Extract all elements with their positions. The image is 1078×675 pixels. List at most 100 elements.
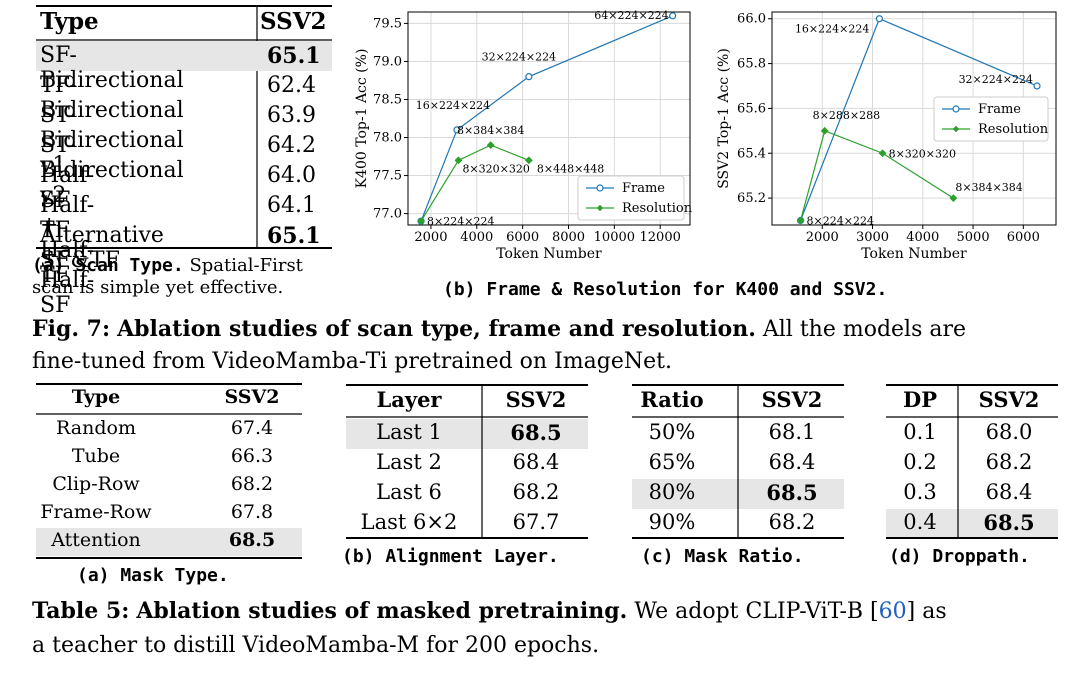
resolution-point — [949, 194, 958, 203]
legend-marker — [596, 184, 604, 192]
row-value: 68.2 — [230, 473, 274, 495]
row-value: 68.1 — [768, 420, 816, 444]
scan-row-ssv2: 64.2 — [267, 133, 316, 158]
x-axis-label: Token Number — [496, 246, 602, 262]
fig7-label: Fig. 7: — [32, 316, 111, 342]
scan-row-ssv2: 64.1 — [267, 193, 316, 218]
citation-link[interactable]: 60 — [878, 599, 907, 624]
resolution-point — [486, 141, 495, 150]
ratio-table: 50% 68.1 65% 68.4 80% 68.5 90% 68.2 Ratio SSV2 — [632, 384, 844, 539]
x-tick-label: 2000 — [414, 230, 447, 245]
scan-caption-text-2: scan is simple yet effective. — [32, 277, 284, 298]
scan-header-ssv2: SSV2 — [260, 8, 327, 35]
row-value: 67.4 — [230, 417, 274, 439]
scan-row-ssv2: 64.0 — [267, 163, 316, 188]
point-annotation: 8×384×384 — [955, 181, 1022, 194]
highlight-row — [346, 419, 588, 449]
y-tick-label: 66.0 — [737, 12, 766, 27]
row-value: 68.0 — [985, 420, 1033, 444]
row-label: 80% — [648, 480, 696, 504]
legend-label: Frame — [622, 181, 665, 196]
k400-plot: 2000 4000 6000 8000 10000 12000 77.0 77.5 78.0 78… — [354, 9, 693, 262]
scan-row-type: SF-Bidirectional — [40, 43, 184, 93]
x-tick-label: 6000 — [506, 230, 539, 245]
point-annotation: 16×224×224 — [416, 99, 490, 112]
row-value: 68.4 — [512, 450, 560, 474]
scan-row-type: ST-Bidirectional v2 — [40, 133, 184, 208]
column-header: SSV2 — [224, 386, 280, 408]
legend-box — [577, 175, 685, 221]
ratio-caption: (c) Mask Ratio. — [641, 546, 804, 567]
scan-row-type: Half-TF + Half-SF — [40, 193, 95, 318]
frame-point — [875, 15, 883, 23]
x-tick-label: 10000 — [594, 230, 635, 245]
scan-row-ssv2: 62.4 — [267, 73, 316, 98]
table5-title: Ablation studies of masked pretraining. — [136, 598, 628, 624]
row-label: Tube — [71, 445, 121, 467]
column-header: Type — [71, 386, 121, 408]
y-tick-label: 78.5 — [373, 92, 402, 107]
y-tick-label: 78.0 — [373, 131, 402, 146]
scan-row-ssv2: 65.1 — [267, 223, 321, 249]
layer-table: Last 1 68.5 Last 2 68.4 Last 6 68.2 Last 6×2 67… — [346, 384, 588, 539]
x-tick-label: 5000 — [957, 230, 990, 245]
scan-row-type: ST-Bidirectional v1 — [40, 103, 184, 178]
scan-caption-label: (a) Scan Type. — [32, 255, 184, 276]
row-label: 0.2 — [903, 450, 937, 474]
legend-marker — [596, 204, 604, 212]
point-annotation: 8×320×320 — [462, 162, 529, 175]
row-value: 68.5 — [228, 529, 276, 551]
y-tick-label: 79.5 — [373, 16, 402, 31]
scan-caption-text-1: Spatial-First — [189, 255, 303, 276]
column-header: SSV2 — [978, 387, 1040, 412]
row-label: 50% — [648, 420, 696, 444]
row-label: 0.4 — [903, 510, 937, 534]
row-label: Last 6×2 — [360, 510, 458, 534]
row-value: 68.5 — [983, 510, 1035, 535]
highlight-row — [886, 509, 1058, 539]
table5-text-1: We adopt CLIP-ViT-B [ — [634, 599, 879, 624]
row-value: 68.5 — [766, 480, 818, 505]
y-tick-label: 65.6 — [737, 101, 766, 116]
row-value: 68.4 — [985, 480, 1033, 504]
legend-label: Resolution — [978, 122, 1049, 137]
table5-text-2: a teacher to distill VideoMamba-M for 20… — [32, 633, 600, 658]
highlight-row — [36, 528, 302, 556]
frame-point — [525, 73, 533, 81]
fig7-text-2: fine-tuned from VideoMamba-Ti pretrained… — [32, 349, 672, 374]
point-annotation: 16×224×224 — [795, 23, 869, 36]
scan-row-ssv2: 63.9 — [267, 103, 316, 128]
scan-row-type: TF-Bidirectional — [40, 73, 184, 123]
column-header: Ratio — [640, 387, 704, 412]
y-axis-label: SSV2 Top-1 Acc (%) — [716, 48, 732, 189]
point-annotation: 8×224×224 — [427, 215, 494, 228]
mask-type-table: Random 67.4 Tube 66.3 Clip-Row 68.2 Frame-Row 6… — [36, 383, 302, 559]
row-value: 67.7 — [512, 510, 560, 534]
column-header: Layer — [376, 387, 442, 412]
row-value: 68.2 — [768, 510, 816, 534]
frame-point — [1033, 82, 1041, 90]
x-axis-label: Token Number — [861, 246, 967, 262]
fig7-text-1: All the models are — [762, 317, 967, 342]
column-header: DP — [902, 387, 937, 412]
plot-frame — [771, 11, 1057, 226]
row-label: Last 1 — [376, 420, 442, 444]
scan-row-ssv2: 65.1 — [267, 43, 321, 69]
y-tick-label: 65.4 — [737, 146, 766, 161]
resolution-point — [454, 156, 463, 165]
row-value: 67.8 — [230, 501, 274, 523]
plot-frame — [407, 11, 691, 226]
legend-box — [933, 96, 1049, 142]
row-label: Clip-Row — [52, 473, 140, 495]
resolution-point — [417, 217, 425, 226]
x-tick-label: 12000 — [640, 230, 681, 245]
series-line-resolution — [799, 130, 954, 221]
row-label: Last 6 — [376, 480, 442, 504]
row-label: Last 2 — [376, 450, 442, 474]
point-annotation: 8×288×288 — [813, 109, 880, 122]
row-value: 68.2 — [985, 450, 1033, 474]
fig7-caption: Fig. 7: Ablation studies of scan type, f… — [32, 313, 1072, 378]
y-tick-label: 77.0 — [373, 207, 402, 222]
scan-header-type: Type — [40, 8, 99, 35]
row-value: 68.4 — [768, 450, 816, 474]
